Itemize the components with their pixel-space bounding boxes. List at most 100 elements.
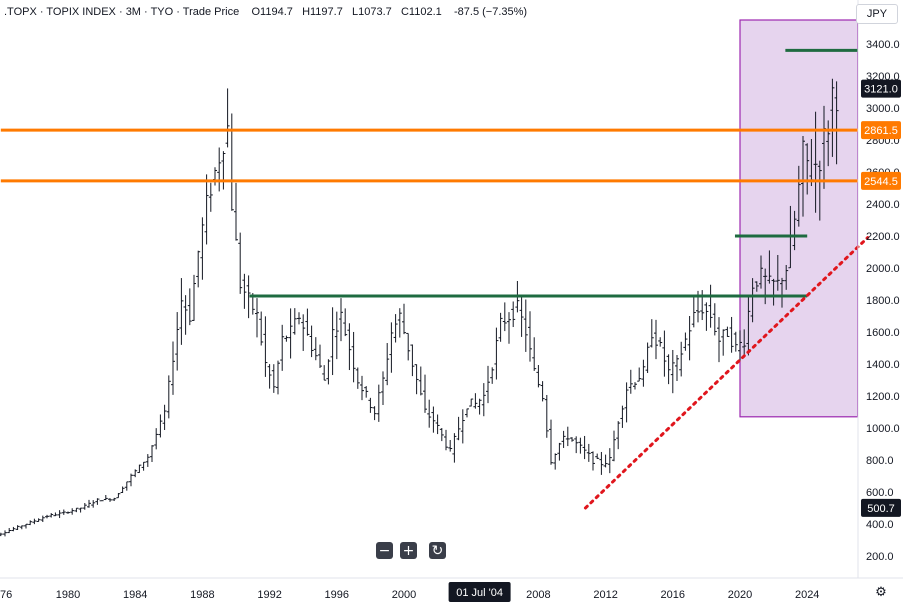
ohlc-bar — [536, 365, 540, 387]
y-tick-label: 1800.0 — [866, 295, 900, 307]
y-tick-label: 800.0 — [866, 455, 894, 467]
ohlc-bar — [234, 183, 238, 241]
ohlc-bar — [389, 322, 393, 372]
ohlc-bar — [461, 409, 465, 443]
ohlc-bar — [423, 375, 427, 413]
ohlc-bar — [230, 113, 234, 210]
ohlc-bar — [188, 288, 192, 325]
legend-sep-5 — [242, 6, 248, 18]
y-tick-label: 2400.0 — [866, 199, 900, 211]
ohlc-bar — [280, 325, 284, 371]
ohlc-bar — [179, 278, 183, 345]
y-tick-label: 1600.0 — [866, 327, 900, 339]
ohlc-bar — [608, 448, 612, 473]
legend-low: L1073.7 — [352, 6, 392, 18]
ohlc-bar — [725, 327, 729, 337]
ohlc-bar — [410, 344, 414, 376]
legend-sep-6 — [296, 6, 299, 18]
ohlc-bar — [331, 307, 335, 375]
ohlc-bar — [440, 428, 444, 441]
y-tick-label: 200.0 — [866, 551, 894, 563]
legend-close: C1102.1 — [401, 6, 442, 18]
zoom-in-button[interactable]: + — [400, 542, 417, 559]
ohlc-bar — [217, 147, 221, 191]
ohlc-bar — [444, 430, 448, 450]
ohlc-bar — [604, 455, 608, 468]
legend-sep-2: · — [119, 6, 126, 18]
ohlc-bar — [595, 454, 599, 459]
ohlc-bar — [486, 366, 490, 403]
x-tick-label: 1980 — [56, 589, 80, 601]
x-tick-label: 2008 — [526, 589, 550, 601]
ohlc-bar — [24, 524, 28, 528]
symbol-legend: .TOPX · TOPIX INDEX · 3M · TYO · Trade P… — [4, 6, 527, 18]
chart-settings-button[interactable]: ⚙ — [874, 585, 888, 599]
ohlc-bar — [318, 345, 322, 368]
ohlc-bar — [356, 367, 360, 388]
ohlc-bar — [360, 376, 364, 400]
x-tick-label: 76 — [0, 589, 12, 601]
zoom-out-button[interactable]: − — [376, 542, 393, 559]
ohlc-bar — [683, 333, 687, 351]
crosshair-time-label: 01 Jul '04 — [456, 587, 503, 599]
ohlc-bar — [587, 444, 591, 462]
legend-interval: 3M — [126, 6, 141, 18]
ohlc-bar — [142, 462, 146, 471]
ohlc-bar — [591, 451, 595, 470]
gear-icon: ⚙ — [875, 585, 887, 600]
ohlc-bar — [721, 329, 725, 355]
ohlc-bar — [662, 331, 666, 377]
x-tick-label: 2012 — [593, 589, 617, 601]
ohlc-bar — [310, 326, 314, 358]
minus-icon: − — [379, 544, 391, 558]
ohlc-bar — [272, 364, 276, 393]
currency-selector[interactable]: JPY — [856, 4, 898, 24]
currency-label: JPY — [867, 8, 887, 20]
x-tick-label: 2020 — [728, 589, 752, 601]
ohlc-bar — [692, 295, 696, 327]
ohlc-bar — [305, 309, 309, 336]
ohlc-bar — [196, 251, 200, 288]
ohlc-bar — [0, 533, 3, 536]
legend-exchange: TYO — [151, 6, 174, 18]
ohlc-bar — [402, 304, 406, 334]
legend-change: -87.5 (−7.35%) — [454, 6, 527, 18]
ohlc-bar — [11, 527, 15, 531]
ohlc-bar — [284, 336, 288, 342]
y-tick-label: 1400.0 — [866, 359, 900, 371]
ohlc-bar — [7, 528, 11, 533]
ohlc-bar — [688, 316, 692, 360]
ohlc-bar — [259, 312, 263, 346]
ohlc-bar — [478, 399, 482, 415]
ohlc-bar — [457, 417, 461, 440]
ohlc-bar — [373, 406, 377, 420]
ohlc-bar — [654, 320, 658, 359]
ohlc-bar — [200, 217, 204, 279]
price-axis-label: 2544.5 — [864, 176, 898, 188]
ohlc-bar — [494, 328, 498, 380]
ohlc-bar — [121, 487, 125, 493]
ohlc-bar — [520, 296, 524, 337]
ohlc-bar — [528, 311, 532, 361]
ohlc-bar — [557, 443, 561, 461]
ohlc-bar — [58, 510, 62, 518]
ohlc-bar — [553, 453, 557, 469]
ohlc-bar — [734, 332, 738, 352]
ohlc-bar — [192, 275, 196, 321]
ohlc-bar — [524, 300, 528, 352]
ohlc-bar — [171, 341, 175, 394]
ohlc-bar — [730, 317, 734, 353]
reset-chart-button[interactable]: ↻ — [429, 542, 446, 559]
legend-open: O1194.7 — [251, 6, 292, 18]
ohlc-bar — [45, 515, 49, 518]
ohlc-bar — [79, 508, 83, 513]
ohlc-bar — [448, 440, 452, 452]
ohlc-bar — [70, 508, 74, 514]
ohlc-bar — [667, 354, 671, 384]
legend-name: TOPIX INDEX — [46, 6, 115, 18]
ohlc-bar — [163, 405, 167, 430]
ohlc-bar — [583, 436, 587, 459]
ohlc-bar — [335, 312, 339, 359]
